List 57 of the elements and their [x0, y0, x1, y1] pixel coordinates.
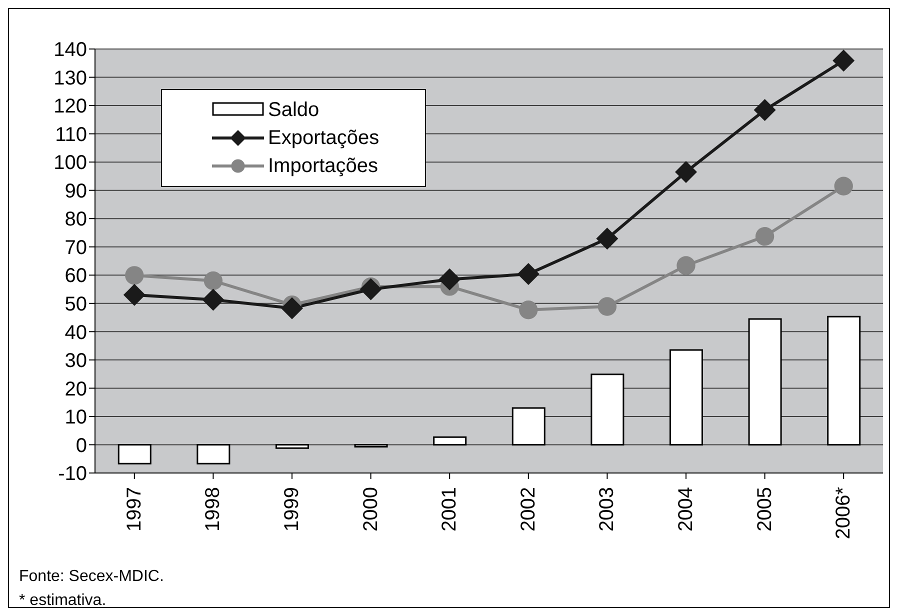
- x-tick-label: 1999: [281, 487, 303, 532]
- point: [123, 284, 146, 306]
- point: [834, 176, 853, 196]
- y-tick-label: 120: [54, 96, 87, 118]
- point: [517, 263, 540, 286]
- bar: [669, 349, 703, 446]
- point: [596, 228, 618, 250]
- legend-label: Importações: [268, 154, 378, 178]
- x-tick-label: 1998: [202, 487, 224, 532]
- x-tick-label: 2004: [675, 487, 697, 532]
- point: [832, 50, 855, 72]
- point: [204, 271, 223, 290]
- y-tick-label: 60: [64, 265, 87, 288]
- text: * estimativa.: [19, 591, 108, 611]
- point: [202, 288, 224, 311]
- y-tick-label: 50: [64, 294, 87, 316]
- point: [754, 99, 776, 122]
- y-tick-label: 0: [76, 434, 87, 457]
- y-tick-label: 70: [64, 236, 87, 259]
- bar: [827, 316, 861, 446]
- y-tick-label: 100: [54, 152, 87, 174]
- x-tick-label: 2005: [754, 487, 776, 532]
- x-tick-label: 2003: [596, 487, 618, 532]
- bar: [512, 407, 546, 446]
- bar: [196, 444, 230, 464]
- y-tick-label: 20: [64, 378, 87, 400]
- bar: [433, 436, 467, 446]
- y-tick-label: 80: [64, 208, 87, 231]
- x-tick-label: 2001: [438, 487, 461, 532]
- bar: [590, 374, 624, 446]
- x-tick-label: 2000: [360, 487, 382, 532]
- x-tick-label: 1997: [123, 487, 146, 532]
- y-tick-label: -10: [58, 463, 87, 486]
- point: [676, 256, 696, 275]
- point: [675, 160, 697, 183]
- y-tick-label: 40: [64, 322, 87, 344]
- y-tick-label: 130: [54, 67, 87, 90]
- x-tick-label: 2002: [517, 487, 540, 532]
- point: [519, 300, 538, 320]
- point: [438, 268, 461, 290]
- point: [755, 227, 774, 246]
- y-tick-label: 10: [64, 406, 87, 429]
- bar: [275, 444, 309, 449]
- y-tick-label: 140: [54, 39, 87, 62]
- x-tick-label: 2006*: [832, 486, 855, 540]
- y-tick-label: 90: [64, 180, 87, 202]
- bar: [748, 318, 782, 446]
- y-tick-label: 110: [55, 124, 87, 146]
- y-tick-label: 30: [64, 350, 87, 372]
- point: [281, 297, 303, 320]
- legend-label: Exportações: [268, 126, 380, 150]
- source-note: Fonte: Secex-MDIC.: [19, 567, 164, 587]
- legend-label: Saldo: [268, 98, 320, 122]
- point: [125, 266, 144, 285]
- bar: [118, 444, 152, 464]
- point: [360, 278, 382, 300]
- point: [598, 297, 617, 316]
